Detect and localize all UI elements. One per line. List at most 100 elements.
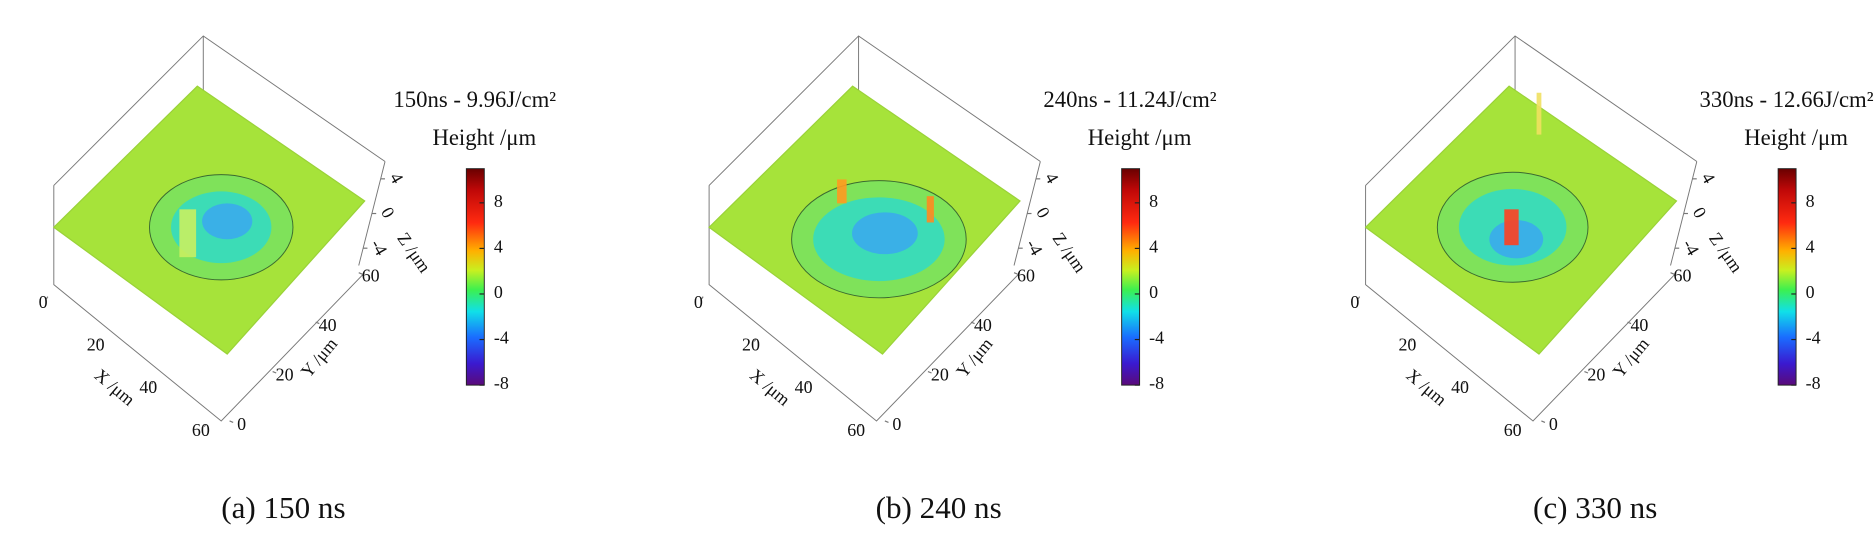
colorbar-tick-label: -8 [1149,373,1164,393]
x-axis-label: X /μm [746,365,794,410]
box-edges [708,35,1041,422]
panel-title: 240ns - 11.24J/cm² [1043,87,1216,112]
surface-spike [926,196,934,223]
surface-spike [837,179,847,204]
box-edges [53,35,386,422]
z-axis-tick-label: 0 [1689,204,1711,222]
x-axis-tick-label: 0 [694,292,703,312]
tick-mark [1357,296,1361,300]
colorbar-tick-label: -4 [1149,328,1164,348]
panel-caption: (b) 240 ns [876,490,1002,525]
box-edges [1365,35,1698,422]
z-axis-tick-label: 0 [1032,204,1054,222]
panel-caption: (a) 150 ns [221,490,345,525]
colorbar-tick-label: -4 [494,328,509,348]
x-axis-label: X /μm [91,365,139,410]
x-axis-tick-label: 40 [139,377,157,397]
tick-mark [315,321,320,325]
y-axis-tick-label: 40 [319,315,337,335]
tick-mark [927,371,932,374]
y-axis-tick-label: 20 [276,364,294,384]
y-axis-tick-label: 0 [1549,414,1558,434]
tick-mark [45,296,49,300]
tick-mark [1013,272,1018,275]
colorbar-label: Height /μm [432,125,536,150]
tick-mark [1541,420,1546,423]
tick-mark [1515,424,1518,428]
tick-mark [358,272,363,275]
tick-mark [1410,338,1413,342]
x-axis-tick-label: 60 [192,420,210,440]
y-axis-tick-label: 40 [1630,315,1648,335]
surface-well [852,212,918,255]
colorbar-label: Height /μm [1088,125,1192,150]
colorbar-label: Height /μm [1744,125,1848,150]
y-axis-tick-label: 20 [931,364,949,384]
colorbar-tick-label: 4 [1806,237,1815,257]
x-axis-tick-label: 40 [1451,377,1469,397]
y-axis-label: Y /μm [297,334,341,382]
x-axis-tick-label: 60 [1504,420,1522,440]
tick-mark [1627,321,1632,325]
x-axis-label: X /μm [1403,365,1451,410]
panel-caption: (c) 330 ns [1533,490,1657,525]
colorbar-tick-label: 4 [494,237,503,257]
tick-mark [229,420,234,423]
y-axis-tick-label: 60 [1674,266,1692,286]
z-axis-tick-label: 4 [1041,169,1063,187]
y-axis-tick-label: 40 [974,315,992,335]
z-axis-tick-label: 0 [377,204,399,222]
colorbar-tick-label: 8 [1806,191,1815,211]
tick-mark [970,321,975,325]
colorbar-tick-label: 8 [1149,191,1158,211]
colorbar-tick-label: 0 [1806,282,1815,302]
z-axis-label: Z /μm [393,229,435,277]
tick-mark [203,424,207,428]
x-axis-tick-label: 40 [795,377,813,397]
colorbar-tick-label: -4 [1806,328,1821,348]
tick-mark [272,371,277,374]
panel-title: 150ns - 9.96J/cm² [393,87,556,112]
tick-mark [701,296,704,300]
x-axis-tick-label: 0 [39,292,48,312]
y-axis-tick-label: 20 [1587,364,1605,384]
tick-mark [806,381,809,385]
colorbar-tick-label: 0 [1149,282,1158,302]
z-axis-tick-label: -4 [367,236,392,259]
tick-mark [859,424,862,428]
y-axis-tick-label: 0 [892,414,901,434]
colorbar-tick-label: -8 [1806,373,1821,393]
colorbar [465,168,485,386]
x-axis-tick-label: 20 [742,335,760,355]
z-axis-tick-label: 4 [1698,169,1720,187]
tick-mark [884,420,889,423]
surface-spike [179,209,197,258]
tick-mark [98,338,101,342]
tick-mark [753,338,757,342]
colorbar [1777,168,1797,386]
z-axis-label: Z /μm [1049,229,1091,277]
z-axis-tick-label: -4 [1022,236,1047,259]
tick-mark [151,381,154,385]
colorbar [1121,168,1141,386]
x-axis-tick-label: 20 [1398,335,1416,355]
y-axis-label: Y /μm [952,334,996,382]
surface-spike [1536,92,1542,135]
tick-mark [1670,272,1675,275]
colorbar-tick-label: 4 [1149,237,1158,257]
colorbar-tick-label: 0 [494,282,503,302]
z-axis-tick-label: 4 [386,169,408,187]
y-axis-tick-label: 60 [1017,266,1035,286]
y-axis-tick-label: 0 [237,414,246,434]
y-axis-tick-label: 60 [362,266,380,286]
surface-spike [1504,209,1519,246]
tick-mark [1462,381,1466,385]
colorbar-tick-label: -8 [494,373,509,393]
colorbar-tick-label: 8 [494,191,503,211]
x-axis-tick-label: 20 [87,335,105,355]
x-axis-tick-label: 60 [847,420,865,440]
panel-title: 330ns - 12.66J/cm² [1699,87,1873,112]
